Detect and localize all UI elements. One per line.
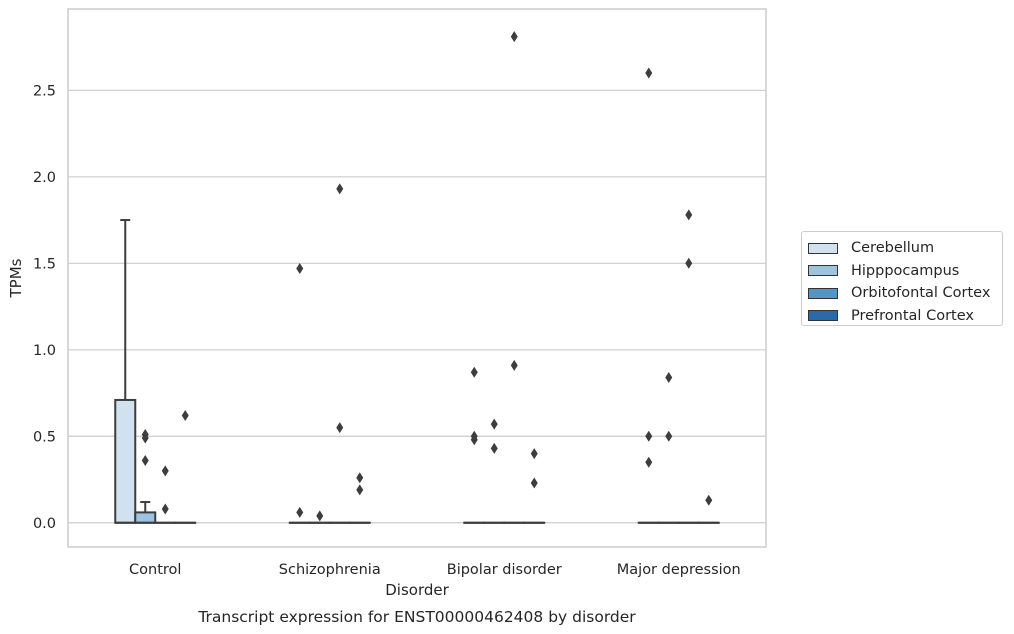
outlier-point	[665, 371, 673, 383]
legend-swatch-prefrontal-cortex	[808, 310, 838, 322]
outlier-point	[685, 257, 693, 269]
y-tick-label: 1.0	[33, 343, 56, 359]
outlier-point	[510, 359, 518, 371]
y-axis-label: TPMs	[7, 258, 25, 298]
box-control-cerebellum	[114, 219, 137, 524]
outlier-point	[181, 410, 189, 422]
outlier-point	[490, 442, 498, 454]
box-body	[134, 511, 157, 524]
outlier-point	[510, 31, 518, 43]
outlier-point	[645, 67, 653, 79]
legend-label-cerebellum: Cerebellum	[851, 240, 935, 257]
legend-swatch-orbitofontal-cortex	[808, 287, 838, 299]
x-tick-labels: Control Schizophrenia Bipolar disorder Majo…	[129, 562, 741, 578]
x-tick-label-bipolar-disorder: Bipolar disorder	[447, 562, 562, 578]
outlier-points	[141, 31, 713, 522]
gridlines	[68, 89, 766, 524]
outlier-point	[316, 510, 324, 522]
plot-frame	[67, 8, 767, 548]
outlier-point	[336, 422, 344, 434]
box-body	[114, 398, 137, 524]
legend: Cerebellum Hipppocampus Orbitofontal Cor…	[801, 231, 1003, 326]
outlier-point	[141, 455, 149, 467]
legend-label-orbitofontal-cortex: Orbitofontal Cortex	[851, 285, 991, 302]
outlier-point	[645, 430, 653, 442]
outlier-point	[665, 430, 673, 442]
legend-label-hipppocampus: Hipppocampus	[851, 262, 960, 279]
legend-item-prefrontal-cortex: Prefrontal Cortex	[808, 305, 1002, 328]
outlier-point	[645, 456, 653, 468]
box-control-hipppocampus	[134, 501, 157, 524]
legend-swatch-hipppocampus	[808, 265, 838, 277]
y-tick-label: 0.0	[33, 516, 56, 532]
outlier-point	[530, 477, 538, 489]
legend-label-prefrontal-cortex: Prefrontal Cortex	[851, 307, 974, 324]
y-tick-label: 2.0	[33, 170, 56, 186]
y-tick-label: 2.5	[33, 83, 56, 99]
outlier-point	[296, 262, 304, 274]
legend-item-cerebellum: Cerebellum	[808, 237, 1002, 260]
outlier-point	[336, 183, 344, 195]
outlier-point	[356, 472, 364, 484]
outlier-point	[490, 418, 498, 430]
legend-swatch-cerebellum	[808, 242, 838, 254]
x-tick-label-major-depression: Major depression	[617, 562, 741, 578]
outlier-point	[705, 494, 713, 506]
y-tick-labels: 0.0 0.5 1.0 1.5 2.0 2.5	[33, 83, 56, 531]
legend-item-hipppocampus: Hipppocampus	[808, 260, 1002, 283]
outlier-point	[470, 366, 478, 378]
outlier-point	[356, 484, 364, 496]
y-tick-label: 1.5	[33, 256, 56, 272]
boxes	[114, 219, 720, 524]
outlier-point	[161, 465, 169, 477]
y-tick-label: 0.5	[33, 429, 56, 445]
legend-item-orbitofontal-cortex: Orbitofontal Cortex	[808, 282, 1002, 305]
x-tick-label-schizophrenia: Schizophrenia	[279, 562, 381, 578]
outlier-point	[296, 506, 304, 518]
outlier-point	[470, 430, 478, 442]
chart-caption: Transcript expression for ENST0000046240…	[197, 608, 636, 626]
x-tick-label-control: Control	[129, 562, 181, 578]
outlier-point	[530, 448, 538, 460]
x-axis-label: Disorder	[385, 581, 449, 599]
outlier-point	[161, 503, 169, 515]
outlier-point	[141, 429, 149, 441]
outlier-point	[685, 209, 693, 221]
